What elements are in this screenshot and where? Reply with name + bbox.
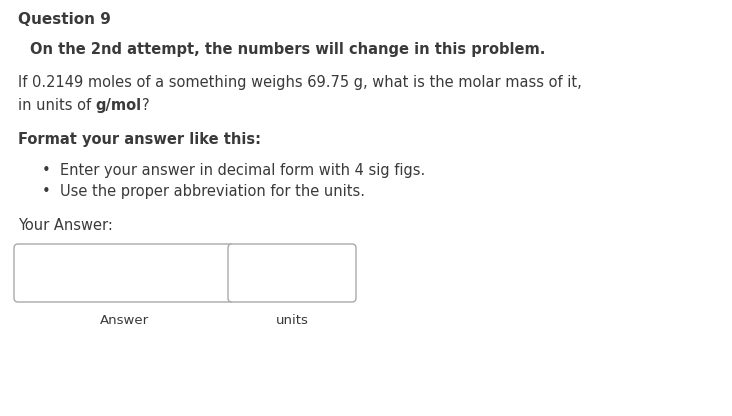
FancyBboxPatch shape (228, 244, 356, 302)
Text: Answer: Answer (100, 314, 149, 327)
Text: Format your answer like this:: Format your answer like this: (18, 132, 261, 147)
Text: g/mol: g/mol (96, 98, 142, 113)
Text: On the 2nd attempt, the numbers will change in this problem.: On the 2nd attempt, the numbers will cha… (30, 42, 545, 57)
FancyBboxPatch shape (14, 244, 234, 302)
Text: Your Answer:: Your Answer: (18, 218, 113, 233)
Text: units: units (275, 314, 308, 327)
Text: If 0.2149 moles of a something weighs 69.75 g, what is the molar mass of it,: If 0.2149 moles of a something weighs 69… (18, 75, 582, 90)
Text: Question 9: Question 9 (18, 12, 111, 27)
Text: •  Enter your answer in decimal form with 4 sig figs.: • Enter your answer in decimal form with… (42, 163, 425, 178)
Text: ?: ? (142, 98, 149, 113)
Text: in units of: in units of (18, 98, 96, 113)
Text: •  Use the proper abbreviation for the units.: • Use the proper abbreviation for the un… (42, 184, 365, 199)
